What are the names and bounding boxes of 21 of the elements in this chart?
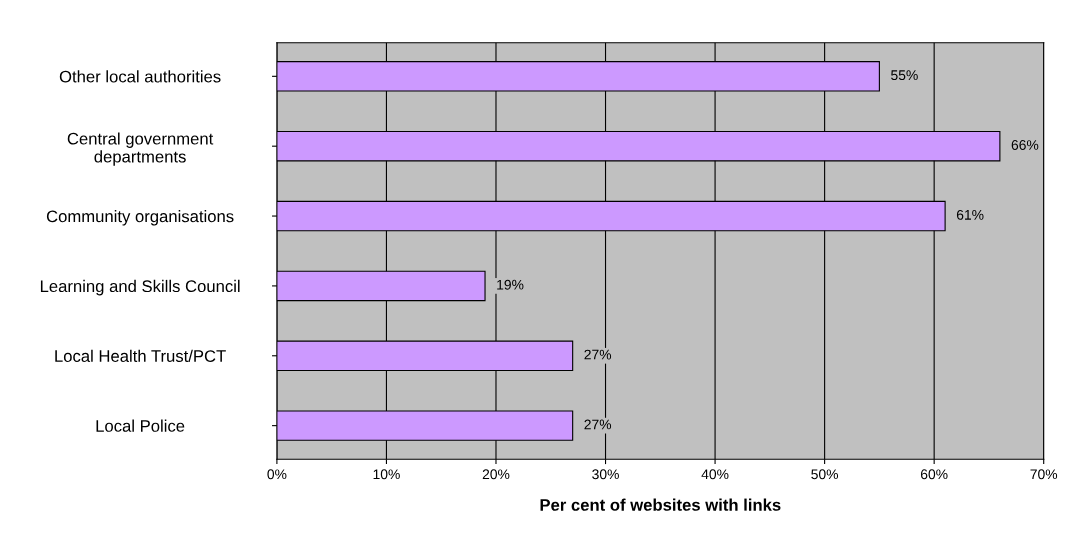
x-tick-label: 10% [373,469,400,480]
y-tick-label: Community organisations [46,210,234,226]
x-axis-title: Per cent of websites with links [540,498,781,511]
data-label: 61% [956,209,984,220]
y-tick-label: Central government departments [67,132,214,166]
data-label: 55% [891,70,918,81]
x-tick-label: 0% [267,469,287,480]
x-tick-label: 50% [811,469,839,480]
y-tick-label: Local Health Trust/PCT [55,349,226,362]
data-label: 27% [584,349,612,360]
x-tick-label: 70% [1030,469,1058,480]
data-label: 66% [1011,140,1039,150]
data-label: 19% [497,279,524,290]
y-tick-label: Local Police [96,419,185,432]
x-tick-label: 60% [920,469,948,480]
y-tick-label: Other local authorities [59,70,221,83]
data-label: 27% [584,419,612,430]
x-tick-label: 30% [592,469,619,480]
x-tick-label: 40% [701,469,729,480]
y-tick-label: Learning and Skills Council [40,279,240,296]
x-tick-label: 20% [482,469,510,480]
